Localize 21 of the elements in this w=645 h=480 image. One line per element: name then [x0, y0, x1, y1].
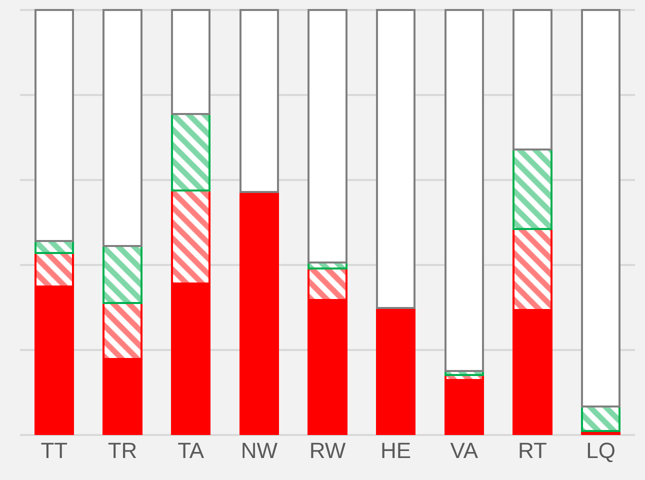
bar [308, 9, 348, 264]
x-tick-label: TA [178, 438, 204, 463]
bar [239, 9, 279, 193]
bar [171, 9, 211, 116]
x-tick-label: HE [380, 438, 412, 463]
bar [444, 379, 484, 435]
x-tick-label: NW [240, 438, 278, 463]
bar [171, 113, 211, 192]
bar [581, 406, 621, 432]
x-tick-label: TT [40, 438, 68, 463]
x-tick-label: TR [108, 438, 138, 463]
x-tick-label: LQ [586, 438, 616, 463]
bar [376, 9, 416, 309]
x-tick-label: VA [450, 438, 478, 463]
bar [581, 9, 621, 408]
bar [444, 9, 484, 372]
x-tick-label: RT [518, 438, 547, 463]
x-tick-label: RW [309, 438, 346, 463]
bar [34, 9, 74, 242]
bar [102, 9, 142, 247]
bar [512, 9, 552, 150]
